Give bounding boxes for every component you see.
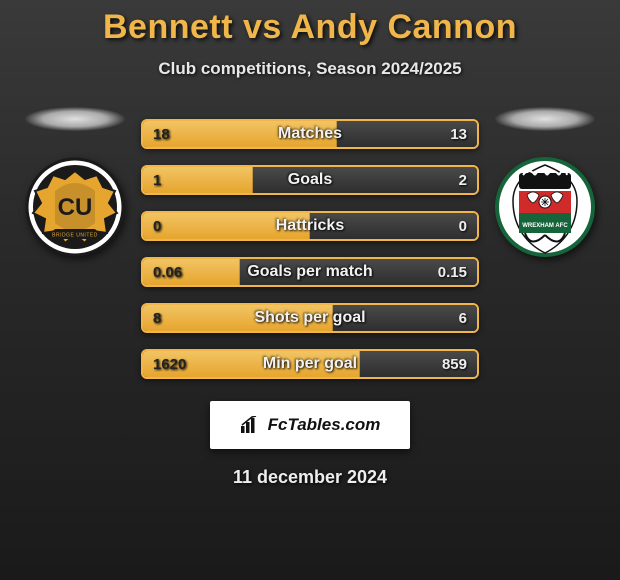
stat-row: 1620859Min per goal xyxy=(141,349,479,379)
stat-fill-left xyxy=(143,305,333,331)
stat-row: 12Goals xyxy=(141,165,479,195)
stat-row: 86Shots per goal xyxy=(141,303,479,333)
stat-row: 00Hattricks xyxy=(141,211,479,241)
main-row: CU BRIDGE UNITED 1813Matches 12Goals 00Hat… xyxy=(0,107,620,379)
left-club-crest: CU BRIDGE UNITED xyxy=(25,155,125,259)
date-label: 11 december 2024 xyxy=(0,467,620,488)
left-player-col: CU BRIDGE UNITED xyxy=(15,107,135,259)
player-silhouette-shadow xyxy=(25,107,125,131)
right-player-col: WREXHAM AFC xyxy=(485,107,605,259)
comparison-card: Bennett vs Andy Cannon Club competitions… xyxy=(0,0,620,488)
stat-row: 1813Matches xyxy=(141,119,479,149)
stat-fill-left xyxy=(143,121,337,147)
stat-fill-right xyxy=(337,121,477,147)
crest-text: CU xyxy=(58,194,93,221)
player-silhouette-shadow xyxy=(495,107,595,131)
stat-fill-right xyxy=(310,213,477,239)
stat-bars: 1813Matches 12Goals 00Hattricks 0.060.15Goa… xyxy=(135,119,485,379)
right-club-crest: WREXHAM AFC xyxy=(495,155,595,259)
stat-fill-left xyxy=(143,351,360,377)
brand-badge[interactable]: FcTables.com xyxy=(210,401,410,449)
stat-fill-left xyxy=(143,259,240,285)
stat-fill-left xyxy=(143,167,253,193)
page-title: Bennett vs Andy Cannon xyxy=(0,8,620,47)
stat-row: 0.060.15Goals per match xyxy=(141,257,479,287)
stat-fill-right xyxy=(360,351,477,377)
subtitle: Club competitions, Season 2024/2025 xyxy=(0,59,620,79)
svg-text:WREXHAM AFC: WREXHAM AFC xyxy=(522,223,568,229)
stat-fill-left xyxy=(143,213,310,239)
svg-text:BRIDGE UNITED: BRIDGE UNITED xyxy=(52,233,98,239)
chart-icon xyxy=(240,416,262,434)
stat-fill-right xyxy=(240,259,477,285)
stat-fill-right xyxy=(333,305,477,331)
stat-fill-right xyxy=(253,167,477,193)
brand-label: FcTables.com xyxy=(268,415,381,435)
